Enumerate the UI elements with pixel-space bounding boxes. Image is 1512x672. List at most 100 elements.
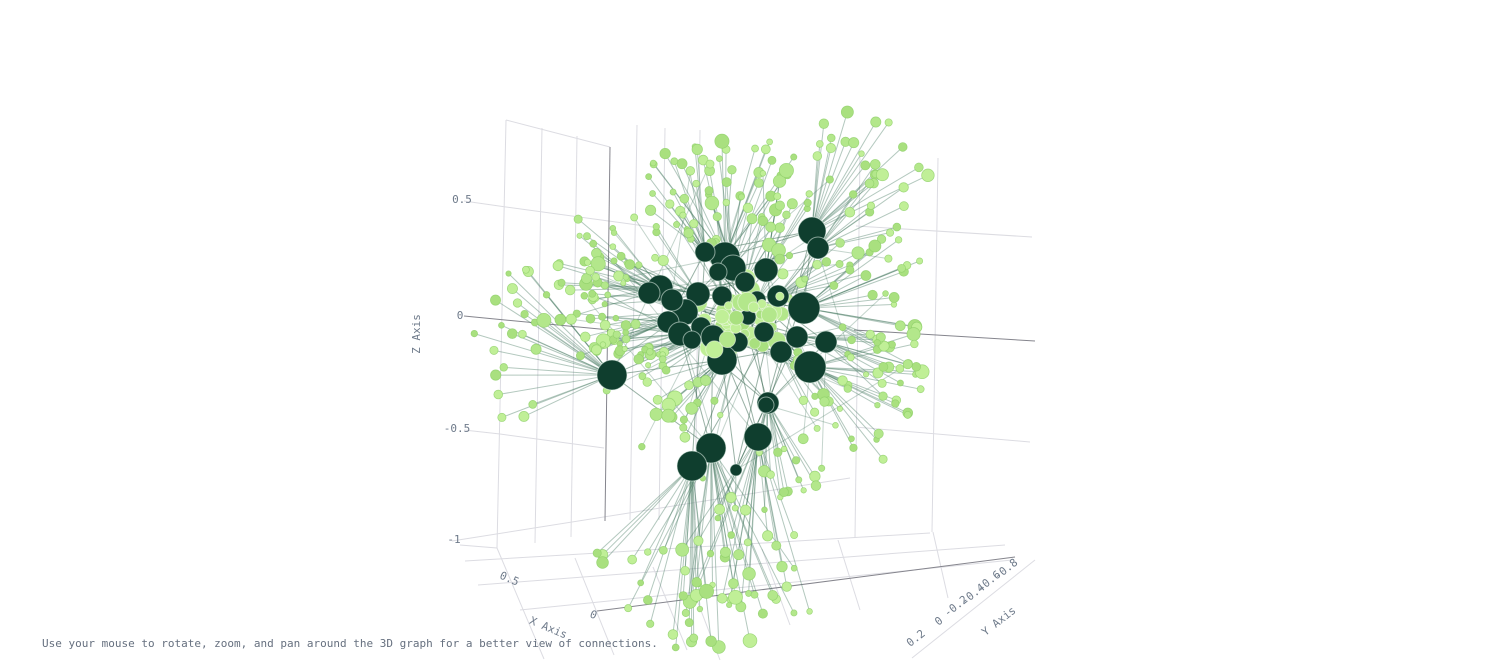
hub-node: [793, 350, 827, 384]
leaf-node: [760, 144, 771, 155]
leaf-node: [757, 215, 769, 227]
leaf-node: [679, 211, 687, 219]
fan-edge: [695, 183, 706, 253]
leaf-node: [706, 549, 715, 558]
fan-edge: [631, 465, 693, 560]
leaf-node: [554, 313, 567, 326]
leaf-node: [689, 219, 699, 229]
leaf-node: [499, 363, 508, 372]
fan-edge: [767, 402, 785, 493]
leaf-node: [685, 402, 698, 415]
leaf-node: [773, 192, 782, 201]
x-axis-tick: 0.5: [498, 569, 521, 589]
leaf-node: [916, 385, 925, 394]
fan-edge: [691, 465, 697, 596]
leaf-node: [835, 238, 845, 248]
fan-edge: [710, 447, 795, 614]
leaf-node: [645, 173, 653, 181]
leaf-node: [601, 301, 608, 308]
fan-edge: [825, 341, 883, 384]
leaf-node: [722, 198, 731, 207]
leaf-node: [774, 222, 785, 233]
leaf-node: [906, 327, 921, 342]
fan-edge: [681, 436, 759, 550]
fan-edge: [586, 235, 661, 289]
leaf-node: [522, 265, 530, 274]
fan-edge: [809, 366, 884, 460]
fan-edge: [811, 146, 904, 232]
leaf-node: [665, 199, 675, 209]
leaf-node: [652, 394, 663, 405]
mid-node: [714, 309, 730, 325]
fan-edge: [817, 186, 904, 249]
leaf-node: [599, 319, 611, 331]
leaf-node: [877, 378, 887, 388]
leaf-node: [894, 236, 903, 244]
leaf-node: [691, 143, 703, 155]
leaf-node: [790, 564, 798, 572]
fan-edge: [777, 264, 851, 297]
leaf-node: [843, 384, 852, 393]
fan-edge: [809, 366, 908, 414]
fan-edge: [498, 374, 613, 396]
leaf-node: [866, 201, 876, 210]
hub-node: [685, 281, 711, 307]
hub-node: [682, 330, 702, 350]
leaf-node: [815, 140, 824, 148]
z-axis-title: Z Axis: [410, 314, 423, 354]
fan-edge: [809, 366, 916, 375]
hub-node: [708, 262, 728, 282]
leaf-node: [812, 259, 822, 270]
leaf-node: [845, 265, 855, 275]
fan-edge: [825, 341, 908, 366]
hub-node: [694, 241, 716, 263]
fan-edge: [655, 226, 699, 295]
leaf-node: [489, 345, 499, 355]
fan-edge: [803, 271, 904, 309]
hub-node: [743, 422, 773, 452]
leaf-node: [903, 410, 912, 419]
leaf-node: [888, 340, 896, 349]
leaf-node: [848, 435, 855, 443]
fan-edge: [811, 122, 890, 232]
leaf-node: [679, 193, 690, 204]
leaf-node: [610, 257, 618, 265]
leaf-node: [725, 491, 737, 503]
hub-node: [806, 236, 830, 260]
leaf-node: [806, 608, 813, 615]
leaf-node: [772, 174, 787, 188]
fan-edge: [765, 202, 809, 271]
fan-edge: [811, 142, 855, 232]
leaf-node: [780, 445, 788, 453]
mid-node: [705, 340, 724, 359]
leaf-node: [795, 476, 803, 484]
fan-edge: [493, 349, 613, 376]
leaf-node: [710, 396, 719, 405]
leaf-node: [630, 213, 639, 222]
leaf-node: [848, 137, 860, 149]
fan-edge: [649, 465, 693, 624]
fan-edge: [495, 299, 613, 376]
leaf-node: [829, 281, 839, 290]
leaf-node: [621, 345, 628, 352]
mid-nodes-over: [705, 291, 785, 359]
leaf-node: [916, 257, 924, 265]
leaf-node: [490, 369, 502, 381]
leaf-node: [643, 595, 653, 605]
hub-node: [596, 359, 628, 391]
leaf-node: [689, 633, 699, 643]
leaf-node: [888, 292, 900, 303]
leaf-node: [767, 155, 777, 165]
leaf-node: [684, 380, 694, 391]
leaf-node: [727, 531, 736, 539]
fan-edge: [728, 436, 759, 606]
leaf-node: [699, 583, 715, 599]
leaf-node: [779, 487, 789, 498]
fan-edge: [740, 436, 759, 607]
leaf-node: [731, 504, 739, 512]
leaf-node: [898, 142, 908, 152]
leaf-node: [838, 323, 847, 332]
leaf-node: [565, 313, 577, 325]
